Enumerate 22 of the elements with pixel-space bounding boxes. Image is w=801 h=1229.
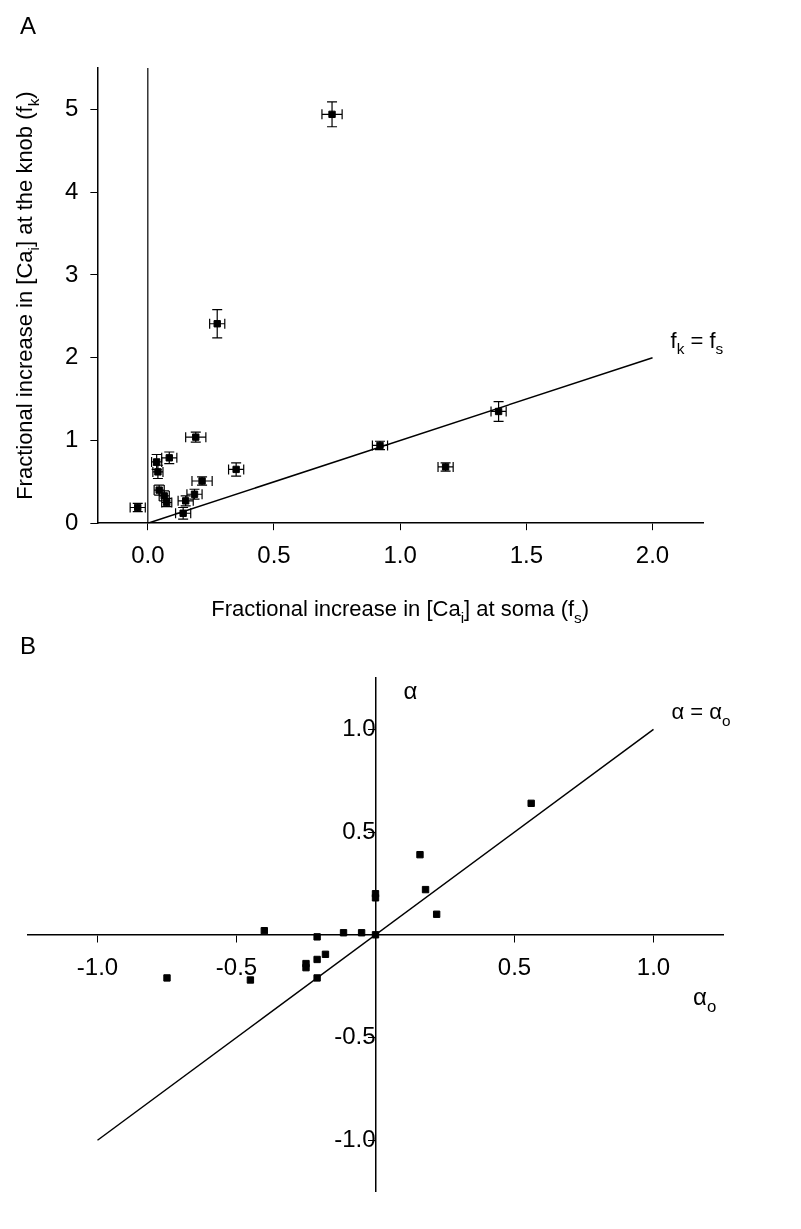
y-tick-label: -0.5 <box>334 1022 376 1050</box>
x-tick-label: 0.5 <box>257 541 291 569</box>
y-tick-label: 1 <box>64 425 79 453</box>
x-tick-label: 2.0 <box>635 541 670 569</box>
x-tick-label: 1.0 <box>383 541 417 569</box>
x-tick-label: 0.5 <box>497 952 532 980</box>
y-tick-label: 0 <box>64 507 79 535</box>
y-tick-label: 3 <box>64 259 79 287</box>
y-tick-label: -1.0 <box>334 1124 376 1152</box>
x-tick-label: 0.0 <box>131 541 165 569</box>
x-tick-label: 1.0 <box>636 952 671 980</box>
chart-title: B <box>20 632 37 659</box>
x-tick-label: -0.5 <box>215 952 258 980</box>
y-tick-label: 2 <box>64 342 79 370</box>
y-axis-title: α <box>403 677 418 705</box>
y-tick-label: 0.5 <box>342 816 376 844</box>
y-axis-title: Fractional increase in [Cai] at the knob (fk) <box>12 91 42 500</box>
y-tick-label: 5 <box>64 94 79 122</box>
chart-title: A <box>20 12 37 39</box>
y-tick-label: 4 <box>64 176 79 204</box>
x-tick-label: 1.5 <box>509 541 544 569</box>
y-tick-label: 1.0 <box>342 713 376 741</box>
